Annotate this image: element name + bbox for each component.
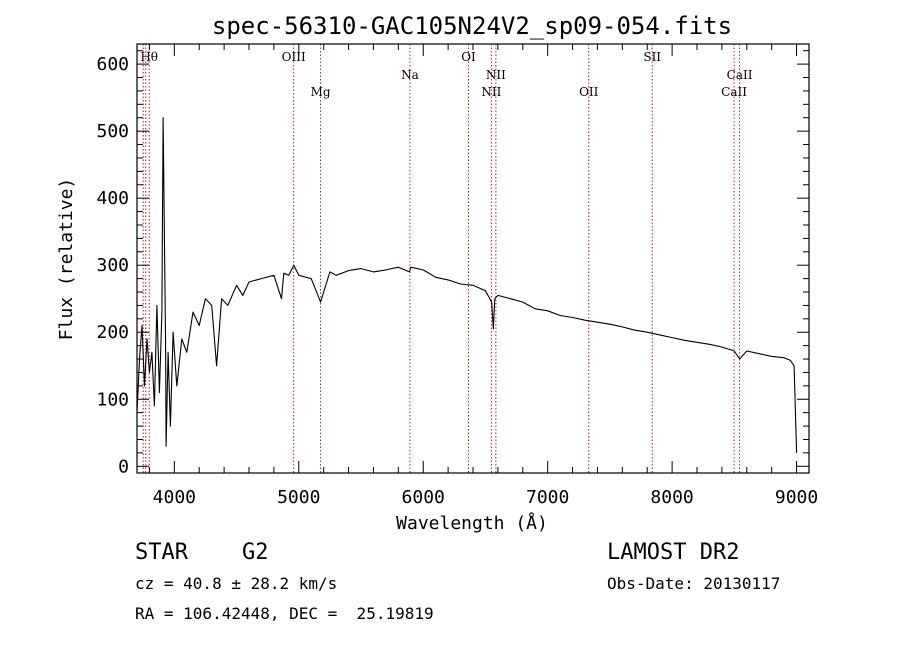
- line-label-3: Na: [401, 68, 419, 82]
- y-tick-label-1: 100: [96, 389, 129, 410]
- x-axis-label: Wavelength (Å): [396, 512, 548, 534]
- x-tick-label-5: 9000: [775, 487, 818, 508]
- y-tick-label-6: 600: [96, 54, 129, 75]
- x-tick-label-2: 6000: [402, 487, 445, 508]
- y-tick-label-0: 0: [118, 456, 129, 477]
- line-label-9: CaII: [721, 85, 747, 99]
- y-tick-label-4: 400: [96, 188, 129, 209]
- x-tick-label-0: 4000: [153, 487, 196, 508]
- observation-date: Obs-Date: 20130117: [607, 574, 781, 593]
- line-label-2: Mg: [311, 85, 331, 99]
- spectrum-series: [136, 117, 798, 453]
- redshift-velocity: cz = 40.8 ± 28.2 km/s: [135, 574, 338, 593]
- y-tick-label-5: 500: [96, 121, 129, 142]
- line-label-0: Hθ: [140, 50, 158, 64]
- line-label-6: NII: [486, 68, 506, 82]
- object-class: STAR: [135, 540, 188, 565]
- x-tick-label-3: 7000: [526, 487, 569, 508]
- line-label-8: SII: [643, 50, 661, 64]
- plot-frame: [136, 43, 810, 474]
- line-label-7: OII: [579, 85, 599, 99]
- y-axis-label: Flux (relative): [56, 178, 77, 341]
- axis-ticks: 4000 5000 6000 7000 8000 9000 0 100 200 300 400 500…: [96, 44, 818, 508]
- coordinates: RA = 106.42448, DEC = 25.19819: [135, 604, 434, 623]
- y-tick-label-3: 300: [96, 255, 129, 276]
- chart-title: spec-56310-GAC105N24V2_sp09-054.fits: [212, 12, 732, 40]
- object-subclass: G2: [242, 540, 269, 565]
- emission-line-markers: Hθ OIII Mg Na OI NII NII OII SII CaII CaII: [140, 44, 753, 473]
- x-tick-label-4: 8000: [650, 487, 693, 508]
- line-label-10: CaII: [727, 68, 753, 82]
- y-tick-label-2: 200: [96, 322, 129, 343]
- line-label-4: OI: [461, 50, 476, 64]
- line-label-5: NII: [481, 85, 501, 99]
- line-label-1: OIII: [282, 50, 306, 64]
- x-tick-label-1: 5000: [277, 487, 320, 508]
- survey-name: LAMOST DR2: [607, 540, 740, 565]
- spectrum-line: [136, 117, 798, 453]
